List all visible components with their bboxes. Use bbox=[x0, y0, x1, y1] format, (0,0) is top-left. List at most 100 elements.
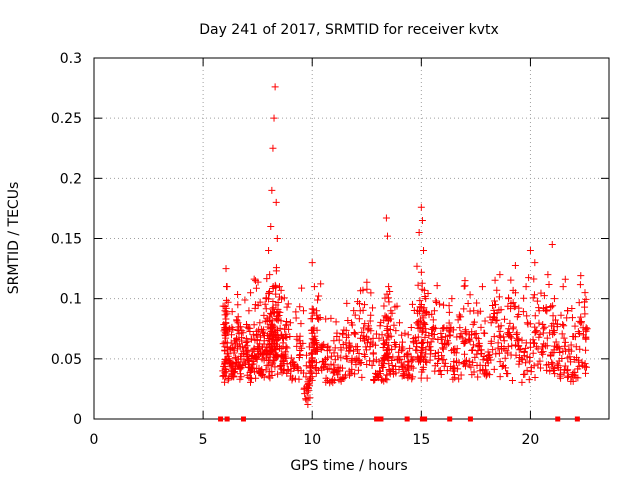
data-point bbox=[388, 345, 396, 353]
data-point bbox=[418, 216, 426, 224]
data-point bbox=[479, 356, 487, 364]
data-point bbox=[221, 378, 229, 386]
data-point bbox=[349, 347, 357, 355]
data-point bbox=[330, 337, 338, 345]
data-point bbox=[368, 361, 376, 369]
data-point bbox=[515, 360, 523, 368]
baseline-markers bbox=[218, 416, 580, 422]
data-point bbox=[250, 360, 258, 368]
data-point bbox=[314, 314, 322, 322]
data-point bbox=[496, 358, 504, 366]
baseline-marker bbox=[224, 416, 230, 422]
data-point bbox=[229, 325, 237, 333]
data-point bbox=[486, 371, 494, 379]
y-tick-label: 0.3 bbox=[60, 51, 82, 67]
data-point bbox=[575, 299, 583, 307]
data-point bbox=[273, 352, 281, 360]
data-point bbox=[277, 317, 285, 325]
data-point bbox=[434, 348, 442, 356]
data-point bbox=[469, 346, 477, 354]
data-point bbox=[521, 370, 529, 378]
data-point bbox=[327, 377, 335, 385]
data-point bbox=[466, 307, 474, 315]
data-point bbox=[401, 329, 409, 337]
data-point bbox=[440, 324, 448, 332]
data-point bbox=[515, 304, 523, 312]
data-point bbox=[438, 352, 446, 360]
data-point bbox=[301, 390, 309, 398]
data-point bbox=[306, 381, 314, 389]
data-point bbox=[415, 317, 423, 325]
data-point bbox=[419, 366, 427, 374]
baseline-marker bbox=[422, 416, 428, 422]
data-point bbox=[246, 324, 254, 332]
data-point bbox=[302, 362, 310, 370]
data-point bbox=[275, 311, 283, 319]
data-point bbox=[421, 321, 429, 329]
data-point bbox=[283, 303, 291, 311]
data-point bbox=[481, 329, 489, 337]
data-point bbox=[364, 326, 372, 334]
data-point bbox=[415, 228, 423, 236]
data-point bbox=[471, 330, 479, 338]
data-point bbox=[261, 300, 269, 308]
data-point bbox=[268, 310, 276, 318]
data-point bbox=[252, 374, 260, 382]
x-tick-label: 10 bbox=[303, 432, 321, 448]
data-point bbox=[557, 374, 565, 382]
y-tick-label: 0 bbox=[73, 412, 82, 428]
data-point bbox=[350, 307, 358, 315]
data-point bbox=[525, 376, 533, 384]
data-point bbox=[312, 359, 320, 367]
data-point bbox=[306, 394, 314, 402]
data-point bbox=[422, 307, 430, 315]
data-point bbox=[265, 372, 273, 380]
data-point bbox=[493, 309, 501, 317]
data-point bbox=[577, 319, 585, 327]
data-point bbox=[400, 367, 408, 375]
data-point bbox=[299, 307, 307, 315]
data-point bbox=[222, 319, 230, 327]
data-point bbox=[469, 358, 477, 366]
data-point bbox=[497, 306, 505, 314]
baseline-marker bbox=[467, 416, 473, 422]
data-point bbox=[267, 222, 275, 230]
data-point bbox=[433, 282, 441, 290]
data-point bbox=[315, 315, 323, 323]
data-point bbox=[414, 281, 422, 289]
data-point bbox=[582, 346, 590, 354]
data-point bbox=[473, 299, 481, 307]
data-point bbox=[529, 294, 537, 302]
data-point bbox=[357, 287, 365, 295]
data-point bbox=[445, 308, 453, 316]
data-point bbox=[581, 289, 589, 297]
data-point bbox=[557, 311, 565, 319]
data-point bbox=[265, 289, 273, 297]
data-point bbox=[427, 346, 435, 354]
data-point bbox=[387, 332, 395, 340]
data-point bbox=[269, 144, 277, 152]
data-point bbox=[406, 344, 414, 352]
data-point bbox=[466, 291, 474, 299]
data-point bbox=[228, 308, 236, 316]
data-point bbox=[531, 259, 539, 267]
data-point bbox=[505, 294, 513, 302]
data-point bbox=[372, 330, 380, 338]
data-point bbox=[334, 371, 342, 379]
data-point bbox=[514, 335, 522, 343]
data-point bbox=[470, 368, 478, 376]
data-point bbox=[438, 334, 446, 342]
data-point bbox=[363, 339, 371, 347]
data-point bbox=[509, 323, 517, 331]
data-point bbox=[494, 344, 502, 352]
data-point bbox=[436, 367, 444, 375]
data-point bbox=[440, 362, 448, 370]
data-point bbox=[559, 320, 567, 328]
data-point bbox=[460, 305, 468, 313]
data-point bbox=[558, 330, 566, 338]
data-point bbox=[450, 345, 458, 353]
data-point bbox=[578, 358, 586, 366]
baseline-marker bbox=[240, 416, 246, 422]
data-point bbox=[237, 370, 245, 378]
data-point bbox=[532, 328, 540, 336]
